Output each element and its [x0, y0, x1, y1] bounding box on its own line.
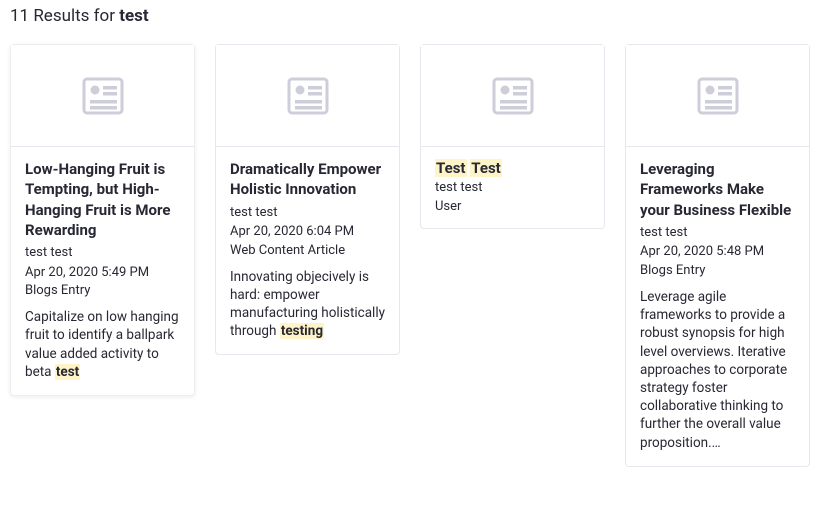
card-title[interactable]: Low-Hanging Fruit is Tempting, but High-…: [25, 159, 180, 240]
card-content-type: Blogs Entry: [640, 263, 795, 278]
card-thumbnail: [626, 45, 809, 147]
card-title[interactable]: Leveraging Frameworks Make your Business…: [640, 159, 795, 220]
result-card[interactable]: Leveraging Frameworks Make your Business…: [625, 44, 810, 467]
card-desc-prefix: Leverage agile frameworks to provide a r…: [640, 289, 787, 451]
card-description: Innovating objecively is hard: empower m…: [230, 268, 385, 341]
card-body: Dramatically Empower Holistic Innovation…: [216, 147, 399, 354]
card-desc-prefix: Capitalize on low hanging fruit to ident…: [25, 309, 179, 380]
card-title-highlight-1: Test: [435, 159, 467, 177]
card-author: test test: [640, 224, 795, 242]
results-query: test: [119, 6, 148, 26]
card-body: Leveraging Frameworks Make your Business…: [626, 147, 809, 466]
card-content-type: Web Content Article: [230, 243, 385, 258]
document-placeholder-icon: [81, 74, 125, 118]
card-timestamp: Apr 20, 2020 6:04 PM: [230, 223, 385, 241]
card-title[interactable]: Test Test: [435, 159, 590, 177]
card-desc-highlight: testing: [280, 323, 324, 339]
results-label: Results for: [33, 6, 115, 26]
card-body: Test Test test test User: [421, 147, 604, 228]
card-body: Low-Hanging Fruit is Tempting, but High-…: [11, 147, 194, 395]
card-author: test test: [435, 179, 590, 197]
card-thumbnail: [11, 45, 194, 147]
card-desc-highlight: test: [55, 364, 80, 380]
card-description: Capitalize on low hanging fruit to ident…: [25, 308, 180, 381]
card-thumbnail: [421, 45, 604, 147]
card-timestamp: Apr 20, 2020 5:48 PM: [640, 243, 795, 261]
card-author: test test: [25, 244, 180, 262]
results-header: 11 Results for test: [10, 6, 818, 26]
result-card[interactable]: Test Test test test User: [420, 44, 605, 229]
card-content-type: User: [435, 199, 590, 214]
card-title[interactable]: Dramatically Empower Holistic Innovation: [230, 159, 385, 200]
card-description: Leverage agile frameworks to provide a r…: [640, 288, 795, 452]
card-title-highlight-2: Test: [470, 159, 502, 177]
card-thumbnail: [216, 45, 399, 147]
result-card[interactable]: Dramatically Empower Holistic Innovation…: [215, 44, 400, 355]
card-timestamp: Apr 20, 2020 5:49 PM: [25, 264, 180, 282]
result-card[interactable]: Low-Hanging Fruit is Tempting, but High-…: [10, 44, 195, 396]
results-count: 11: [10, 6, 29, 26]
card-author: test test: [230, 204, 385, 222]
results-grid: Low-Hanging Fruit is Tempting, but High-…: [10, 44, 818, 467]
document-placeholder-icon: [491, 74, 535, 118]
document-placeholder-icon: [286, 74, 330, 118]
document-placeholder-icon: [696, 74, 740, 118]
card-content-type: Blogs Entry: [25, 283, 180, 298]
